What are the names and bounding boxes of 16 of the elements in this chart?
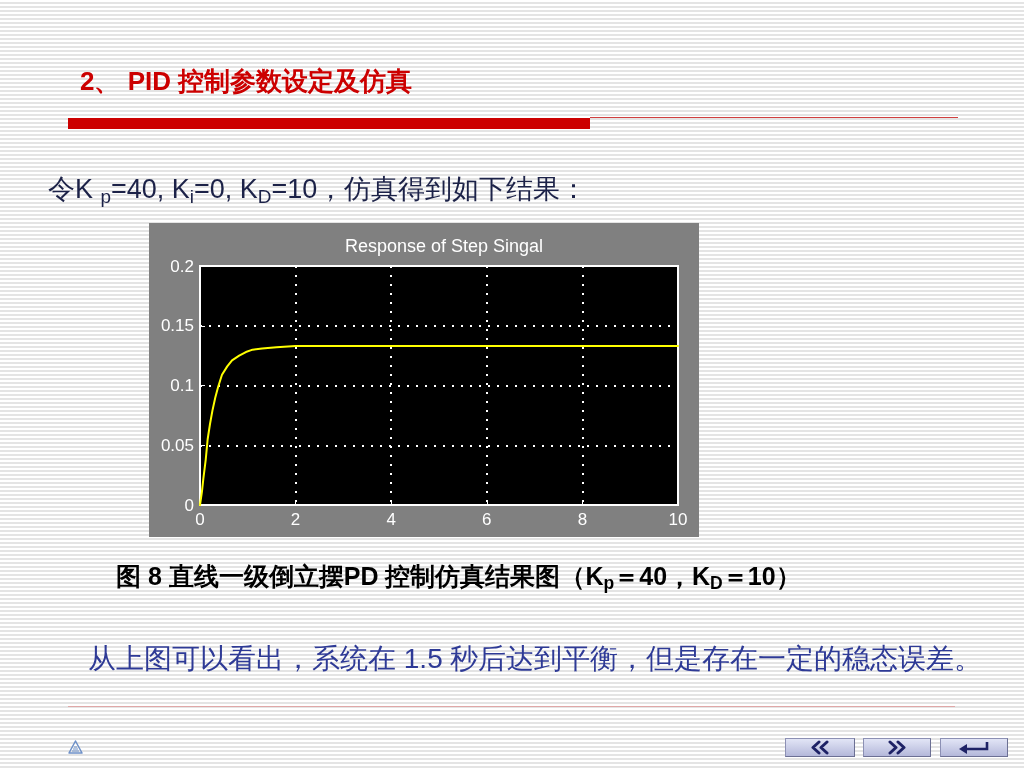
x-tick-label: 4 [386,510,396,529]
x-tick-label: 6 [482,510,492,529]
text: 令K $_{p}$=40, K$_{i}$=0, K$_{D}$=10，仿真得到如下结果： [48,173,588,207]
y-tick-label: 0.05 [160,435,194,455]
y-tick-label: 0.1 [170,376,194,395]
y-tick-label: 0 [184,495,194,515]
text: 从上图可以看出，系统在 1.5 秒后达到平衡，但是存在一定的稳态误差。 [88,642,983,676]
line-series [199,345,679,506]
chart-title: Response of Step Singal [344,236,544,256]
y-tick-label: 0.2 [170,256,194,276]
x-tick-label: 8 [577,510,588,529]
x-tick-label: 10 [668,510,688,529]
caption: 图 8 直线一级倒立摆PD 控制仿真结果图（K$_{p}$＝40，K$_{D}$＝10） [116,561,801,594]
y-tick-label: 0.15 [160,316,194,336]
x-tick-label: 2 [290,510,301,529]
text: 2、 PID 控制参数设定及仿真 [80,66,413,98]
